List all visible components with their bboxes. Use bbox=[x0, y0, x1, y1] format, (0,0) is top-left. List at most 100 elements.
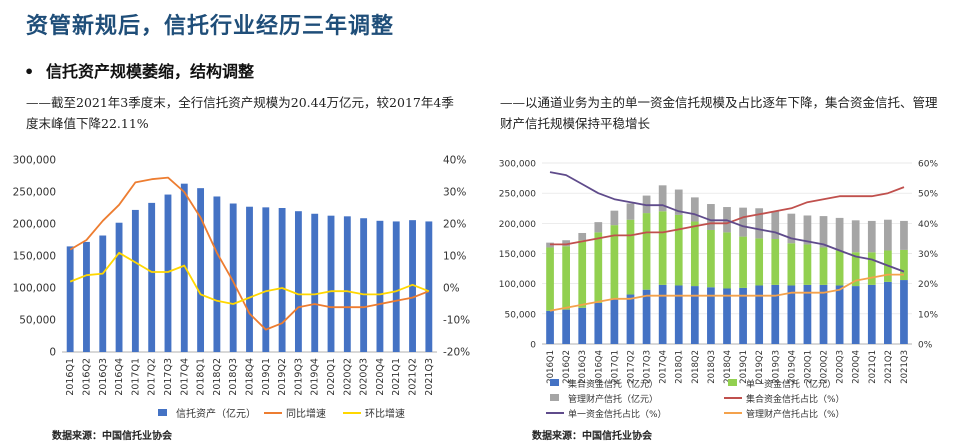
x-tick-label: 2016Q1 bbox=[546, 350, 556, 384]
y-tick-label: 100,000 bbox=[499, 280, 536, 290]
bar bbox=[884, 219, 892, 251]
legend-label: 管理财产信托（亿元） bbox=[568, 393, 658, 405]
y2-tick-label: -20% bbox=[443, 347, 470, 359]
bar bbox=[755, 285, 764, 344]
bar bbox=[755, 238, 764, 286]
x-tick-label: 2016Q3 bbox=[98, 358, 109, 396]
x-tick-label: 2017Q1 bbox=[130, 358, 141, 396]
x-tick-label: 2017Q4 bbox=[659, 350, 669, 384]
bar bbox=[755, 208, 764, 239]
bar bbox=[787, 285, 796, 344]
bar bbox=[900, 220, 908, 250]
x-tick-label: 2021Q1 bbox=[868, 350, 878, 384]
bar bbox=[867, 220, 876, 253]
bar bbox=[409, 220, 416, 352]
y-tick-label: 250,000 bbox=[499, 190, 536, 200]
legend-swatch bbox=[550, 394, 559, 401]
bar bbox=[578, 307, 587, 344]
bar bbox=[164, 194, 172, 352]
bar bbox=[562, 246, 570, 310]
y-tick-label: 200,000 bbox=[499, 220, 536, 230]
legend-swatch bbox=[550, 379, 559, 386]
bar bbox=[803, 284, 812, 344]
x-tick-label: 2018Q4 bbox=[245, 358, 256, 396]
x-tick-label: 2016Q2 bbox=[562, 350, 572, 384]
legend-item: 单一资金信托占比（%） bbox=[546, 408, 667, 420]
series-line bbox=[69, 176, 430, 331]
x-tick-label: 2021Q1 bbox=[391, 358, 402, 396]
y2-tick-label: 40% bbox=[443, 155, 466, 167]
bar bbox=[674, 214, 683, 286]
bullet-icon: • bbox=[24, 62, 35, 81]
y-tick-label: 0 bbox=[530, 341, 536, 351]
y2-tick-label: 60% bbox=[918, 160, 938, 170]
bar bbox=[674, 189, 683, 215]
y2-tick-label: 20% bbox=[443, 219, 466, 231]
bar bbox=[610, 210, 619, 226]
x-tick-label: 2020Q3 bbox=[836, 350, 846, 384]
x-tick-label: 2016Q3 bbox=[578, 350, 588, 384]
bar bbox=[425, 221, 433, 352]
legend-item: 集合资金信托占比（%） bbox=[724, 393, 845, 405]
bar bbox=[594, 302, 603, 344]
bar bbox=[642, 213, 651, 290]
y-tick-label: 150,000 bbox=[499, 250, 536, 260]
legend-label: 单一资金信托（亿元） bbox=[746, 378, 836, 390]
x-tick-label: 2017Q2 bbox=[147, 358, 158, 396]
x-tick-label: 2019Q4 bbox=[310, 358, 321, 396]
bar bbox=[835, 285, 844, 344]
x-tick-label: 2020Q4 bbox=[375, 358, 386, 396]
bar bbox=[867, 284, 876, 344]
x-tick-label: 2018Q1 bbox=[196, 358, 207, 396]
legend-item: 信托资产（亿元） bbox=[158, 407, 256, 420]
right-description: ——以通道业务为主的单一资金信托规模及占比逐年下降，集合资金信托、管理财产信托规… bbox=[500, 95, 938, 131]
legend-item: 环比增速 bbox=[343, 407, 405, 420]
bar bbox=[594, 232, 603, 303]
x-tick-label: 2017Q4 bbox=[179, 358, 190, 396]
x-tick-label: 2019Q2 bbox=[277, 358, 288, 396]
bar bbox=[246, 206, 253, 352]
x-tick-label: 2018Q3 bbox=[707, 350, 717, 384]
y2-tick-label: 10% bbox=[443, 251, 466, 263]
x-tick-label: 2021Q3 bbox=[900, 350, 910, 384]
bar bbox=[819, 247, 828, 285]
bar bbox=[900, 280, 908, 344]
y2-tick-label: 50% bbox=[918, 190, 938, 200]
series-line bbox=[549, 273, 904, 312]
x-tick-label: 2017Q3 bbox=[643, 350, 653, 384]
bar bbox=[180, 183, 188, 352]
bar bbox=[626, 203, 635, 220]
legend-label: 环比增速 bbox=[365, 407, 405, 420]
x-tick-label: 2018Q2 bbox=[691, 350, 701, 384]
x-tick-label: 2017Q2 bbox=[626, 350, 636, 384]
x-tick-label: 2018Q4 bbox=[723, 350, 733, 384]
legend-item: 同比增速 bbox=[264, 407, 326, 420]
bar bbox=[803, 215, 812, 245]
bar bbox=[835, 217, 844, 251]
bar bbox=[803, 244, 812, 285]
legend-label: 管理财产信托占比（%） bbox=[746, 408, 845, 420]
bar bbox=[392, 221, 400, 352]
bar bbox=[867, 252, 876, 285]
bar bbox=[739, 287, 747, 344]
bar bbox=[594, 222, 603, 233]
bar bbox=[562, 240, 570, 247]
y-tick-label: 100,000 bbox=[13, 283, 56, 295]
x-tick-label: 2019Q3 bbox=[293, 358, 304, 396]
y2-tick-label: 0% bbox=[918, 341, 933, 351]
y2-tick-label: 30% bbox=[918, 250, 938, 260]
bar bbox=[197, 188, 205, 352]
bar bbox=[658, 185, 667, 212]
bar bbox=[148, 202, 156, 352]
bar bbox=[884, 281, 892, 344]
x-tick-label: 2020Q1 bbox=[803, 350, 813, 384]
x-tick-label: 2018Q3 bbox=[228, 358, 239, 396]
right-source-note: 数据来源：中国信托业协会 bbox=[532, 431, 652, 442]
y2-tick-label: 20% bbox=[918, 280, 938, 290]
x-tick-label: 2019Q3 bbox=[771, 350, 781, 384]
legend-item: 单一资金信托（亿元） bbox=[728, 378, 836, 390]
chart-left: 0 50,000 100,000 150,000 200,000 250,000 300,0… bbox=[13, 155, 471, 421]
bar bbox=[610, 225, 619, 299]
bar bbox=[771, 211, 780, 240]
bar bbox=[115, 222, 123, 352]
